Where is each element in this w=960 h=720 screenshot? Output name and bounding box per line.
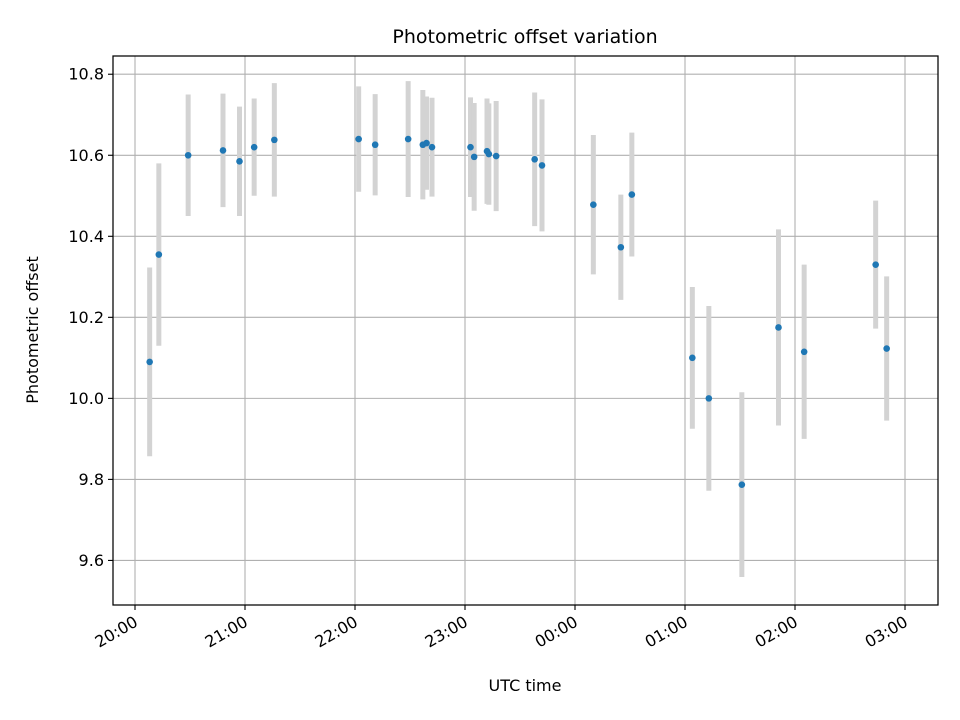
data-points <box>146 135 890 488</box>
data-point <box>467 143 474 151</box>
data-point <box>531 156 538 163</box>
data-point <box>423 139 430 147</box>
grid <box>113 56 938 605</box>
y-tick-label: 9.8 <box>79 470 104 489</box>
data-point <box>470 153 478 161</box>
data-point <box>355 135 362 143</box>
data-point <box>800 348 808 356</box>
data-point <box>705 395 713 402</box>
data-point <box>250 143 258 151</box>
data-point <box>689 354 696 362</box>
chart-title: Photometric offset variation <box>392 26 657 48</box>
y-tick-label: 10.6 <box>68 146 104 165</box>
y-tick-label: 9.6 <box>79 551 104 570</box>
data-point <box>738 481 746 488</box>
y-tick-label: 10.2 <box>68 308 104 327</box>
y-tick-label: 10.4 <box>68 227 104 246</box>
data-point <box>219 147 227 154</box>
data-point <box>775 324 782 331</box>
data-point <box>428 143 436 151</box>
y-tick-label: 10.8 <box>68 65 104 84</box>
data-point <box>371 141 379 149</box>
plot-area <box>113 56 938 605</box>
data-point <box>146 358 153 366</box>
data-point <box>485 150 493 158</box>
data-point <box>404 135 412 143</box>
y-axis-title: Photometric offset <box>23 256 42 404</box>
data-point <box>271 136 278 144</box>
data-point <box>872 261 879 268</box>
x-axis-title: UTC time <box>489 676 562 695</box>
data-point <box>628 191 636 198</box>
data-point <box>184 151 192 159</box>
y-tick-label: 10.0 <box>68 389 104 408</box>
data-point <box>883 345 890 352</box>
data-point <box>590 201 597 208</box>
data-point <box>617 243 625 251</box>
data-point <box>155 251 163 258</box>
axes-frame <box>112 55 939 606</box>
data-point <box>538 162 546 169</box>
data-point <box>236 158 243 165</box>
y-axis: 9.6 9.8 10.0 10.2 10.4 10.6 10.8 <box>68 65 113 570</box>
data-point <box>492 152 500 160</box>
